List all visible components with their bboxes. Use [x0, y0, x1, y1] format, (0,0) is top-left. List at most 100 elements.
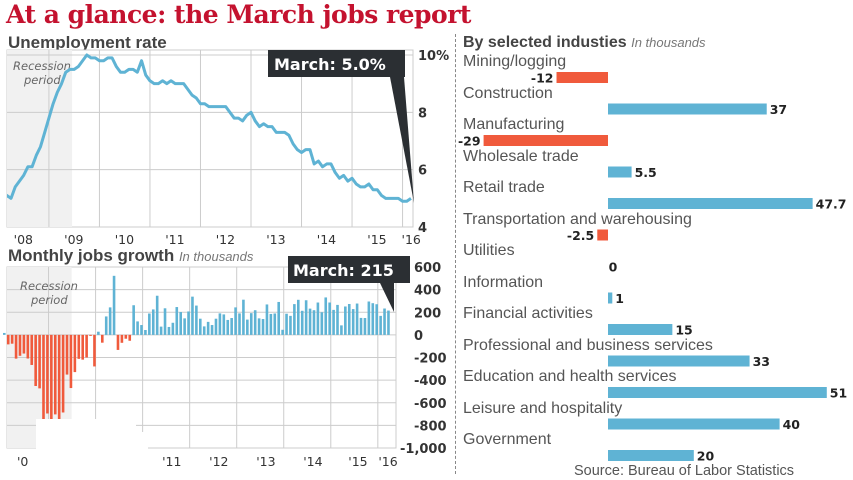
- industry-bar: [556, 72, 608, 83]
- y-tick-label: 8: [418, 106, 427, 121]
- unemployment-plot-area: [6, 49, 414, 228]
- jobs-bar: [344, 306, 347, 335]
- jobs-bar: [140, 325, 143, 335]
- recession-label: Recession: [13, 59, 71, 73]
- y-tick-label: -400: [414, 374, 447, 389]
- jobs-bar: [26, 334, 30, 359]
- x-tick-label: '13: [266, 232, 285, 247]
- jobs-bar: [65, 334, 69, 375]
- jobs-bar: [38, 334, 41, 389]
- recession-label: period: [23, 73, 61, 87]
- industry-bar: [483, 135, 608, 146]
- jobs-bar: [175, 307, 179, 335]
- jobs-bar: [363, 318, 367, 335]
- jobs-bar: [320, 312, 324, 335]
- jobs-bar: [6, 334, 10, 345]
- x-tick-label: '08: [14, 232, 33, 247]
- industry-label: Utilities: [463, 242, 515, 259]
- callout-pointer: [390, 77, 414, 203]
- jobs-bar: [387, 310, 390, 335]
- jobs-bar: [359, 317, 363, 335]
- jobs-bar: [73, 334, 77, 373]
- jobs-bar: [261, 319, 265, 335]
- industry-bar: [608, 387, 827, 398]
- jobs-bar: [285, 313, 288, 335]
- x-tick-label: '11: [165, 232, 184, 247]
- industry-bar: [608, 292, 613, 304]
- industry-label: Information: [463, 273, 544, 291]
- jobs-bar: [132, 305, 135, 335]
- jobs-bar: [265, 304, 269, 335]
- industry-value-label: 20: [697, 449, 715, 464]
- jobs-bar: [257, 318, 261, 335]
- jobs-bar: [238, 313, 241, 335]
- jobs-bar: [367, 301, 371, 335]
- jobs-bar: [81, 334, 84, 360]
- jobs-bar: [246, 319, 249, 335]
- industry-value-label: 1: [615, 291, 624, 306]
- jobs-bar: [332, 309, 335, 335]
- jobs-bar: [30, 334, 34, 365]
- jobs-bar: [148, 313, 151, 335]
- jobs-bar: [128, 334, 132, 341]
- jobs-bar: [218, 313, 222, 335]
- jobs-bar: [187, 311, 190, 335]
- jobs-bar: [226, 319, 230, 335]
- recession-label: Recession: [20, 279, 78, 293]
- jobs-bar: [34, 334, 37, 387]
- jobs-bar: [53, 334, 57, 415]
- industries-unit: In thousands: [631, 35, 706, 50]
- jobs-bar: [10, 334, 14, 344]
- y-tick-label: 10%: [418, 49, 449, 64]
- jobs-bar: [269, 313, 273, 335]
- y-tick-label: -600: [414, 397, 447, 412]
- jobs-title-text: Monthly jobs growth: [8, 246, 175, 265]
- jobs-bar: [253, 310, 257, 335]
- jobs-bar: [104, 316, 108, 335]
- jobs-bar: [101, 334, 104, 343]
- x-tick-label: '16: [402, 232, 421, 247]
- jobs-bar: [297, 299, 300, 335]
- jobs-bar: [324, 297, 328, 335]
- y-tick-label: -1,000: [400, 442, 447, 457]
- industry-value-label: 5.5: [635, 165, 657, 180]
- jobs-bar: [171, 322, 175, 335]
- jobs-bar: [163, 308, 167, 335]
- x-tick-label: '09: [64, 232, 83, 247]
- x-tick-label: '12: [209, 454, 228, 469]
- jobs-bar: [191, 296, 194, 335]
- jobs-bar: [234, 307, 237, 335]
- jobs-bar: [304, 300, 308, 335]
- industry-label: Financial activities: [463, 305, 593, 322]
- jobs-bar: [179, 312, 182, 335]
- jobs-bar: [336, 304, 339, 335]
- jobs-bar: [22, 334, 26, 354]
- jobs-bar: [97, 331, 100, 335]
- industry-bar: [608, 355, 750, 367]
- jobs-bar: [155, 295, 159, 335]
- y-tick-label: 600: [414, 261, 441, 276]
- industry-value-label: 40: [783, 417, 801, 432]
- jobs-bar: [108, 307, 112, 335]
- jobs-bar: [136, 321, 139, 335]
- industry-value-label: 0: [609, 260, 618, 275]
- industry-value-label: 47.7: [816, 197, 847, 212]
- jobs-bar: [116, 334, 120, 350]
- jobs-bar: [124, 334, 128, 339]
- jobs-bar: [159, 326, 163, 335]
- y-tick-label: 0: [414, 329, 423, 344]
- white-patch: [36, 419, 136, 480]
- jobs-bar: [89, 334, 92, 336]
- jobs-bar: [195, 305, 198, 335]
- jobs-bar: [144, 330, 147, 335]
- jobs-bar: [46, 334, 49, 414]
- x-tick-label: '10: [115, 232, 134, 247]
- jobs-bar: [214, 318, 218, 335]
- industry-bar: [608, 198, 813, 209]
- jobs-bar: [120, 334, 124, 343]
- jobs-bar: [273, 313, 277, 335]
- recession-label: period: [30, 293, 68, 307]
- jobs-bar: [351, 309, 355, 335]
- y-tick-label: 200: [414, 306, 441, 321]
